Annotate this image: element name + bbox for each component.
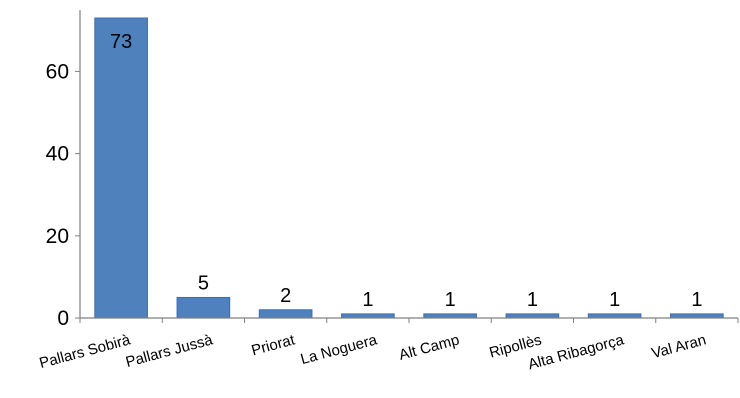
data-labels: 73 5 2 1 1 1 1 1 xyxy=(110,31,702,311)
bars xyxy=(94,17,724,319)
data-label: 73 xyxy=(110,31,132,53)
data-label: 2 xyxy=(280,285,291,307)
bar xyxy=(176,296,231,319)
y-tick-label: 20 xyxy=(46,225,69,248)
category-label: Val Aran xyxy=(650,331,708,362)
bar xyxy=(670,313,724,319)
x-axis xyxy=(79,317,739,323)
data-label: 1 xyxy=(445,289,456,311)
y-tick-label: 60 xyxy=(46,60,69,83)
bar xyxy=(423,313,477,319)
category-label: Priorat xyxy=(250,331,298,359)
y-axis-ticks: 0 20 40 60 xyxy=(46,60,80,330)
data-label: 1 xyxy=(527,289,538,311)
category-label: Alt Camp xyxy=(397,331,461,363)
bar xyxy=(94,17,148,319)
category-label: Pallars Jussà xyxy=(124,331,215,371)
category-label: La Noguera xyxy=(299,331,380,368)
data-label: 1 xyxy=(609,289,620,311)
data-label: 5 xyxy=(198,272,209,294)
y-tick-label: 0 xyxy=(57,307,69,330)
bar xyxy=(505,313,560,319)
data-label: 1 xyxy=(362,289,373,311)
bar xyxy=(258,309,313,319)
y-tick-label: 40 xyxy=(46,143,69,166)
category-label: Pallars Sobirà xyxy=(38,331,133,372)
bar xyxy=(587,313,642,319)
bar xyxy=(341,313,395,319)
category-label: Alta Ribagorça xyxy=(526,331,626,373)
data-label: 1 xyxy=(691,289,702,311)
